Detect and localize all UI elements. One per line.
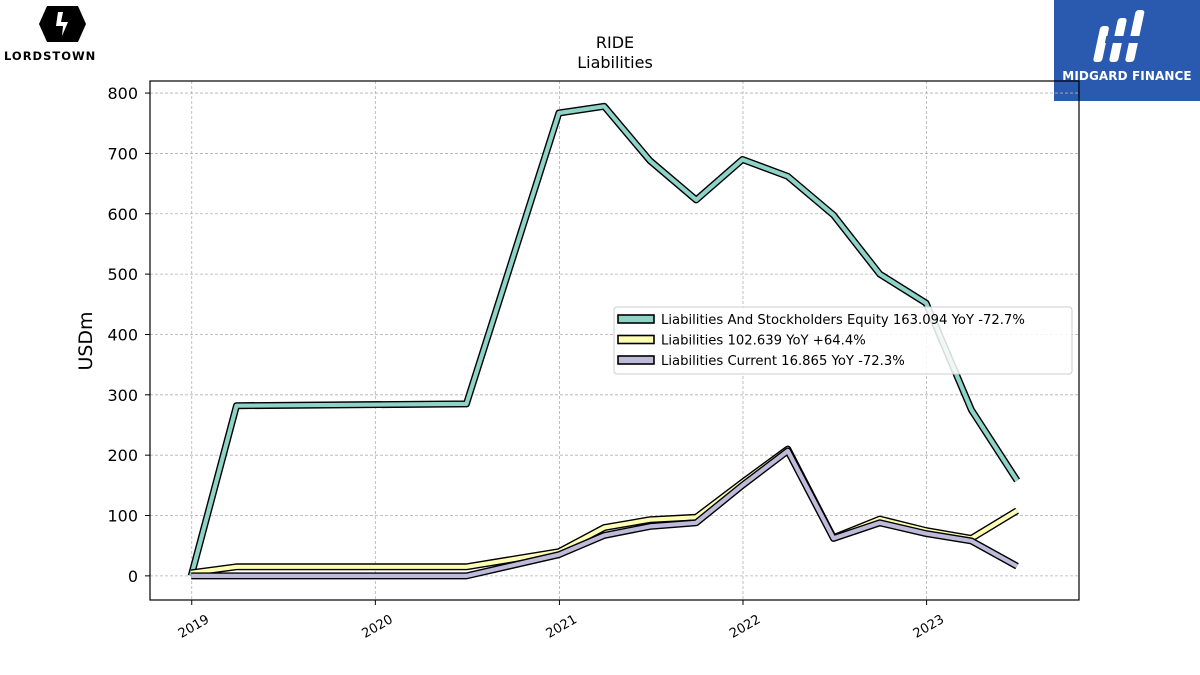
midgard-logo-text: MIDGARD FINANCE xyxy=(1062,69,1192,83)
y-axis-label: USDm xyxy=(75,311,97,370)
x-tick-label: 2023 xyxy=(911,612,947,642)
y-tick-label: 400 xyxy=(107,325,138,344)
x-tick-label: 2019 xyxy=(176,612,212,642)
legend-label-1: Liabilities And Stockholders Equity 163.… xyxy=(661,313,1025,328)
y-tick-label: 600 xyxy=(107,205,138,224)
midgard-mark-icon xyxy=(1093,10,1145,62)
legend-box xyxy=(613,306,1073,375)
y-tick-label: 800 xyxy=(107,84,138,103)
series-3-line xyxy=(191,447,1019,580)
y-tick-label: 0 xyxy=(128,567,138,586)
series-layer xyxy=(187,102,1021,580)
legend: Liabilities And Stockholders Equity 163.… xyxy=(613,306,1073,375)
plot-frame xyxy=(149,80,1080,601)
series-2-stroke xyxy=(190,447,1019,575)
x-tick-label: 2022 xyxy=(727,612,763,642)
y-tick-label: 700 xyxy=(107,144,138,163)
legend-label-2: Liabilities 102.639 YoY +64.4% xyxy=(661,334,866,349)
grid-lines xyxy=(150,81,1079,600)
series-1-line xyxy=(187,102,1021,577)
y-tick-label: 100 xyxy=(107,507,138,526)
chart-subtitle: Liabilities xyxy=(577,53,653,72)
y-tick-label: 300 xyxy=(107,386,138,405)
y-tick-label: 200 xyxy=(107,446,138,465)
x-tick-label: 2020 xyxy=(360,612,396,642)
series-3-outline xyxy=(191,447,1019,580)
legend-swatch-2 xyxy=(617,334,655,345)
series-2-line xyxy=(190,445,1019,577)
lordstown-mark-icon xyxy=(39,6,86,42)
y-tick-label: 500 xyxy=(107,265,138,284)
x-tick-label: 2021 xyxy=(544,612,580,642)
lordstown-logo-text: LORDSTOWN xyxy=(4,49,97,63)
legend-swatch-3 xyxy=(617,355,655,365)
series-2-outline xyxy=(190,445,1019,577)
legend-label-3: Liabilities Current 16.865 YoY -72.3% xyxy=(661,354,905,369)
midgard-finance-logo: MIDGARD FINANCE xyxy=(1054,0,1200,101)
chart-title: RIDE xyxy=(596,33,634,52)
series-1-stroke xyxy=(189,104,1019,577)
series-3-stroke xyxy=(191,448,1019,579)
legend-swatch-1 xyxy=(617,314,655,324)
lordstown-logo: LORDSTOWN xyxy=(0,0,125,70)
